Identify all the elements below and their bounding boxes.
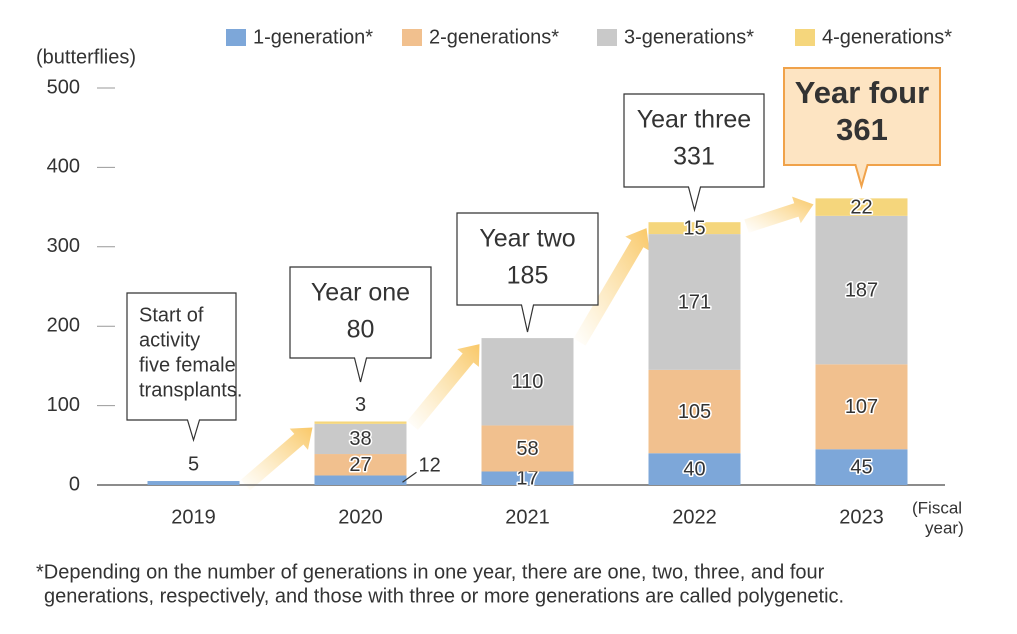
legend-swatch	[226, 29, 246, 46]
bar-segment	[314, 423, 407, 455]
value-label: 38	[349, 428, 371, 450]
trend-arrows	[240, 196, 814, 491]
callout-text: Start of	[139, 304, 204, 326]
callout-box	[126, 292, 237, 443]
bar-segment	[481, 338, 574, 426]
y-tick-label: 500	[47, 76, 80, 98]
value-label: 105	[678, 401, 711, 423]
callout-title: Year three	[637, 106, 751, 134]
legend-label: 3-generations*	[624, 26, 754, 48]
callout-text: activity	[139, 329, 200, 351]
bar-segment	[314, 454, 407, 476]
y-tick-label: 0	[69, 473, 80, 495]
value-label: 107	[845, 396, 878, 418]
value-label: 22	[850, 196, 872, 218]
x-tick-label: 2019	[171, 506, 216, 528]
callout-box	[289, 266, 432, 383]
value-label: 58	[516, 438, 538, 460]
callout-title: Year one	[311, 279, 410, 307]
callout-text: transplants.	[139, 379, 242, 401]
value-label: 171	[678, 291, 711, 313]
callout-text: five female	[139, 354, 236, 376]
bar-segment	[648, 453, 741, 485]
callout-total: 331	[673, 143, 715, 171]
legend-label: 1-generation*	[253, 26, 373, 48]
bar-segment	[314, 475, 407, 485]
footnote: generations, respectively, and those wit…	[44, 585, 844, 607]
x-tick-label: 2021	[505, 506, 550, 528]
bar-segment	[147, 481, 240, 485]
value-label: 3	[355, 394, 366, 416]
bar-segment	[815, 449, 908, 485]
y-tick-label: 400	[47, 156, 80, 178]
callout-box	[783, 67, 941, 190]
bar-segment	[815, 364, 908, 450]
value-label: 40	[683, 458, 705, 480]
x-tick-label: 2020	[338, 506, 383, 528]
footnote: *Depending on the number of generations …	[36, 561, 825, 583]
bar-segment	[481, 471, 574, 485]
legend-label: 4-generations*	[822, 26, 952, 48]
y-tick-label: 300	[47, 235, 80, 257]
callout-box	[623, 93, 765, 213]
legend-label: 2-generations*	[429, 26, 559, 48]
value-label: 27	[349, 454, 371, 476]
y-axis-label: (butterflies)	[36, 46, 136, 68]
value-label: 187	[845, 279, 878, 301]
callout-total: 80	[347, 316, 375, 344]
legend-swatch	[402, 29, 422, 46]
bar-segment	[481, 425, 574, 472]
x-axis-label: year)	[925, 518, 964, 537]
x-axis-label: (Fiscal	[912, 498, 962, 517]
bar-segment	[314, 421, 407, 424]
trend-arrow	[744, 196, 814, 233]
y-tick-label: 100	[47, 394, 80, 416]
value-label: 15	[683, 217, 705, 239]
bar-segment	[648, 222, 741, 235]
x-tick-label: 2023	[839, 506, 884, 528]
callout-total: 185	[507, 262, 549, 290]
callout-box	[456, 212, 599, 333]
value-label: 45	[850, 456, 872, 478]
bar-segment	[648, 234, 741, 370]
x-tick-label: 2022	[672, 506, 717, 528]
value-label: 12	[419, 455, 441, 477]
trend-arrow	[240, 427, 313, 491]
legend-swatch	[795, 29, 815, 46]
trend-arrow	[407, 344, 480, 430]
callout-total: 361	[836, 112, 888, 147]
bar-segment	[648, 369, 741, 454]
value-label: 110	[512, 371, 544, 393]
callout-title: Year four	[795, 75, 929, 110]
leader-line	[402, 471, 417, 483]
y-tick-label: 200	[47, 314, 80, 336]
trend-arrow	[573, 228, 650, 346]
legend-swatch	[597, 29, 617, 46]
bar-segment	[815, 198, 908, 216]
value-label: 5	[188, 453, 199, 475]
bar-segment	[815, 215, 908, 365]
callout-title: Year two	[479, 225, 575, 253]
